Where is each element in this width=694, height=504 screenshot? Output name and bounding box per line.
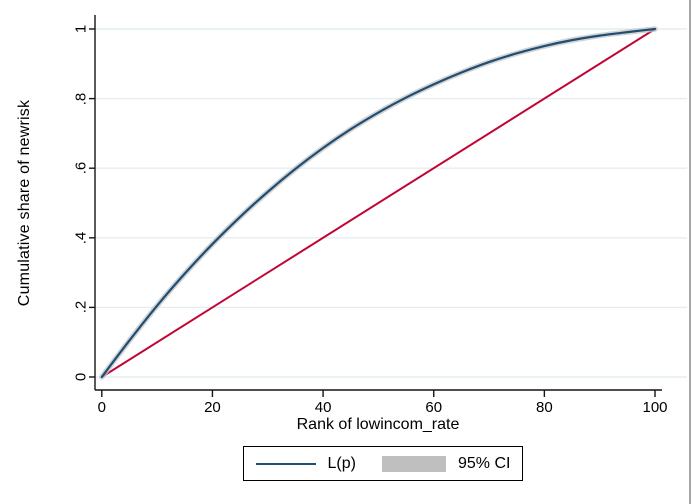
x-tick-label: 20 xyxy=(204,399,221,416)
y-tick-label: .2 xyxy=(72,301,90,314)
y-tick-label: .4 xyxy=(72,231,90,245)
x-tick-label: 100 xyxy=(642,399,668,416)
legend: L(p) 95% CI xyxy=(243,446,523,481)
lp-line-swatch xyxy=(255,462,316,465)
x-tick-label: 60 xyxy=(425,399,443,416)
legend-label-ci: 95% CI xyxy=(457,454,511,472)
x-tick-label: 0 xyxy=(97,399,106,416)
y-tick-label: .6 xyxy=(72,161,90,175)
y-tick-label: 1 xyxy=(72,24,90,34)
x-axis-title: Rank of lowincom_rate xyxy=(296,416,460,433)
lorenz-curve xyxy=(100,27,657,379)
x-tick-label: 40 xyxy=(314,399,332,416)
y-tick-label: 0 xyxy=(72,372,90,382)
equality-line xyxy=(101,28,656,378)
ci-box-swatch xyxy=(381,455,446,472)
y-tick-label: .8 xyxy=(72,92,90,105)
legend-label-lp: L(p) xyxy=(327,454,356,472)
y-axis-title: Cumulative share of newrisk xyxy=(16,99,33,307)
x-tick-label: 80 xyxy=(536,399,553,416)
window-right-border xyxy=(689,0,691,504)
